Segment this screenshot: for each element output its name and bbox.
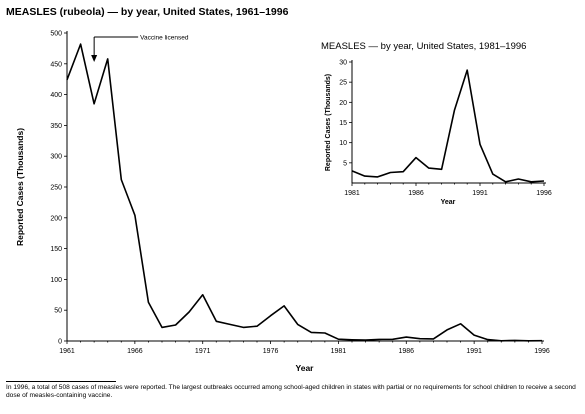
inset-x-tick-label: 1981 xyxy=(344,190,360,197)
main-x-axis-label: Year xyxy=(296,363,315,373)
main-y-tick-label: 450 xyxy=(50,61,62,68)
inset-y-tick-label: 30 xyxy=(339,60,347,67)
vaccine-annotation-arrowhead xyxy=(91,55,98,62)
main-y-tick-label: 100 xyxy=(50,277,62,284)
inset-y-tick-label: 10 xyxy=(339,140,347,147)
main-y-tick-label: 50 xyxy=(54,308,62,315)
inset-y-tick-label: 25 xyxy=(339,80,347,87)
main-series-line xyxy=(66,43,543,342)
main-y-tick-label: 250 xyxy=(50,185,62,192)
main-y-tick-label: 150 xyxy=(50,246,62,253)
inset-chart-title: MEASLES — by year, United States, 1981–1… xyxy=(321,41,526,52)
main-chart: 0 50 100 150 200 250 300 350 400 450 500 1961 1966 19… xyxy=(15,31,550,374)
inset-x-tick-label: 1991 xyxy=(472,190,488,197)
footnote-divider xyxy=(6,381,116,382)
inset-series-line xyxy=(351,69,545,183)
inset-x-tick-label: 1996 xyxy=(536,190,552,197)
inset-x-axis-label: Year xyxy=(441,199,456,206)
main-x-tick-label: 1971 xyxy=(195,348,211,355)
main-y-tick-label: 400 xyxy=(50,92,62,99)
vaccine-annotation-label: Vaccine licensed xyxy=(140,35,189,42)
main-y-tick-label: 500 xyxy=(50,31,62,38)
main-y-tick-label: 350 xyxy=(50,123,62,130)
main-y-axis-label: Reported Cases (Thousands) xyxy=(15,128,25,246)
main-x-tick-label: 1981 xyxy=(331,348,347,355)
main-chart-title: MEASLES (rubeola) — by year, United Stat… xyxy=(6,6,289,18)
inset-y-tick-label: 20 xyxy=(339,100,347,107)
main-x-tick-label: 1961 xyxy=(59,348,75,355)
main-x-tick-label: 1991 xyxy=(466,348,482,355)
inset-chart: MEASLES — by year, United States, 1981–1… xyxy=(321,41,552,206)
main-y-tick-label: 300 xyxy=(50,154,62,161)
main-y-tick-label: 200 xyxy=(50,215,62,222)
inset-x-tick-label: 1986 xyxy=(408,190,424,197)
footnote: In 1996, a total of 508 cases of measles… xyxy=(6,384,576,399)
main-x-tick-label: 1996 xyxy=(534,348,550,355)
inset-y-tick-label: 5 xyxy=(343,160,347,167)
main-x-tick-label: 1976 xyxy=(263,348,279,355)
main-y-tick-label: 0 xyxy=(58,339,62,346)
inset-y-tick-label: 15 xyxy=(339,120,347,127)
main-x-tick-label: 1986 xyxy=(398,348,414,355)
inset-y-axis-label: Reported Cases (Thousands) xyxy=(325,74,332,171)
main-x-tick-label: 1966 xyxy=(127,348,143,355)
